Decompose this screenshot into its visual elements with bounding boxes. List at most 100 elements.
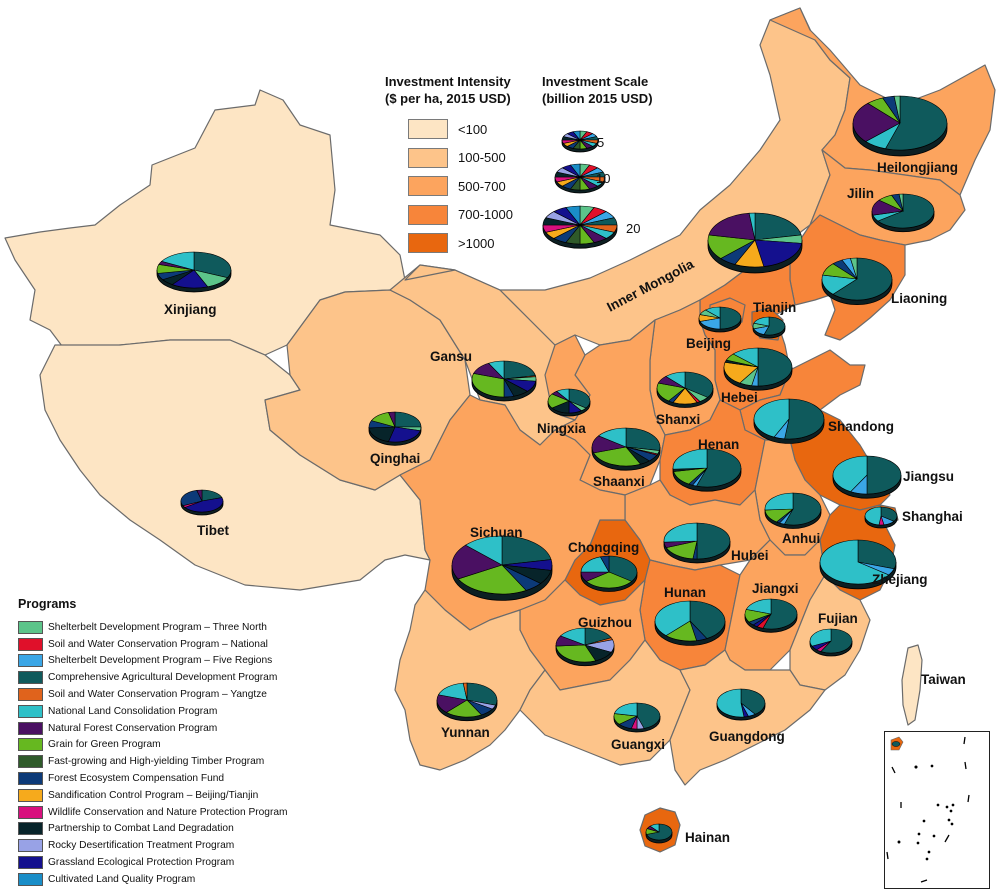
province-pies <box>156 95 948 844</box>
pie-slice <box>880 506 898 522</box>
province-label: Shaanxi <box>593 474 645 489</box>
intensity-legend-item: <100 <box>408 118 487 140</box>
pie-chart <box>707 212 803 274</box>
program-label: Shelterbelt Development Program – Five R… <box>48 655 273 667</box>
program-swatch <box>18 688 43 702</box>
pie-slice <box>457 564 527 595</box>
program-label: Comprehensive Agricultural Development P… <box>48 672 278 684</box>
pie-slice <box>636 702 661 729</box>
programs-title: Programs <box>18 597 77 611</box>
intensity-legend-item: >1000 <box>408 232 495 254</box>
program-label: Cultivated Land Quality Program <box>48 873 196 885</box>
pie-slice <box>608 555 638 582</box>
pie-slice <box>672 448 708 470</box>
pie-chart <box>451 535 553 601</box>
pie-slice <box>649 823 660 833</box>
program-legend-item: Soil and Water Conservation Program – Ya… <box>18 686 318 703</box>
programs-legend: Programs Shelterbelt Development Program… <box>18 597 318 888</box>
pie-slice <box>745 598 772 615</box>
intensity-swatch <box>408 204 448 225</box>
pie-chart <box>716 688 766 721</box>
pie-slice <box>819 539 890 585</box>
scale-label-20: 20 <box>626 221 641 236</box>
scale-title-line1: Investment Scale <box>542 74 649 89</box>
pie-slice <box>568 388 591 409</box>
pie-chart <box>471 360 537 402</box>
intensity-legend-item: 700-1000 <box>408 204 513 226</box>
intensity-swatch <box>408 176 448 196</box>
pie-slice <box>716 688 745 718</box>
program-swatch <box>18 755 43 769</box>
pie-slice <box>663 522 698 543</box>
program-swatch <box>18 872 43 886</box>
intensity-label: >1000 <box>458 235 495 251</box>
province-label: Guangxi <box>611 737 665 752</box>
program-swatch <box>18 788 43 802</box>
pie-slice <box>394 411 422 428</box>
program-label: Wildlife Conservation and Nature Protect… <box>48 806 288 818</box>
program-label: Fast-growing and High-yielding Timber Pr… <box>48 756 265 768</box>
pie-slice <box>180 490 203 507</box>
province-label: Beijing <box>686 336 731 351</box>
province-label: Jilin <box>847 186 874 201</box>
pie-chart <box>656 371 714 408</box>
program-swatch <box>18 738 43 752</box>
program-legend-item: Grain for Green Program <box>18 737 318 754</box>
pie-chart <box>871 193 935 233</box>
province-label: Hubei <box>731 548 769 563</box>
program-swatch <box>18 704 43 718</box>
province-label: Guizhou <box>578 615 632 630</box>
pie-slice <box>464 535 503 566</box>
pie-chart <box>764 492 822 529</box>
pie-slice <box>193 251 232 278</box>
pie-slice <box>585 571 633 589</box>
pie-slice <box>764 492 794 511</box>
pie-slice <box>388 411 396 428</box>
province-label: Shanghai <box>902 509 963 524</box>
pie-slice <box>857 539 897 570</box>
program-swatch <box>18 822 43 836</box>
pie-chart <box>819 539 897 590</box>
pie-slice <box>762 598 798 630</box>
pie-slice <box>471 373 505 398</box>
pie-chart <box>832 455 902 499</box>
province-label: Heilongjiang <box>877 160 958 175</box>
program-label: Natural Forest Conservation Program <box>48 722 218 734</box>
pie-slice <box>784 398 825 440</box>
program-legend-item: Partnership to Combat Land Degradation <box>18 821 318 838</box>
program-swatch <box>18 805 43 819</box>
province-label: Fujian <box>818 611 858 626</box>
pie-slice <box>893 95 901 124</box>
intensity-title-line2: ($ per ha, 2015 USD) <box>385 91 511 106</box>
program-legend-item: National Land Consolidation Program <box>18 703 318 720</box>
pie-chart <box>864 506 898 529</box>
pie-slice <box>850 257 858 280</box>
program-label: National Land Consolidation Program <box>48 705 218 717</box>
program-label: Shelterbelt Development Program – Three … <box>48 621 267 633</box>
pie-slice <box>748 212 756 241</box>
pie-slice <box>696 522 731 560</box>
scale-label-10: 10 <box>596 171 611 186</box>
pie-chart <box>561 130 599 153</box>
pie-slice <box>565 205 581 226</box>
pie-slice <box>160 251 195 271</box>
pie-slice <box>614 702 638 717</box>
province-label: Shandong <box>828 419 894 434</box>
program-label: Forest Ecosystem Compensation Fund <box>48 773 225 785</box>
province-label: Taiwan <box>921 672 966 687</box>
province-label: Sichuan <box>470 525 523 540</box>
province-label: Yunnan <box>441 725 490 740</box>
pie-slice <box>832 455 868 492</box>
province-label: Hainan <box>685 830 730 845</box>
pie-slice <box>820 628 853 654</box>
province-label: Guangdong <box>709 729 785 744</box>
pie-slice <box>625 427 661 451</box>
pie-slice <box>388 426 421 443</box>
intensity-label: <100 <box>458 121 488 137</box>
program-legend-item: Wildlife Conservation and Nature Protect… <box>18 804 318 821</box>
pie-chart <box>554 163 606 194</box>
pie-chart <box>542 205 618 249</box>
program-label: Partnership to Combat Land Degradation <box>48 823 234 835</box>
pie-slice <box>732 347 759 368</box>
